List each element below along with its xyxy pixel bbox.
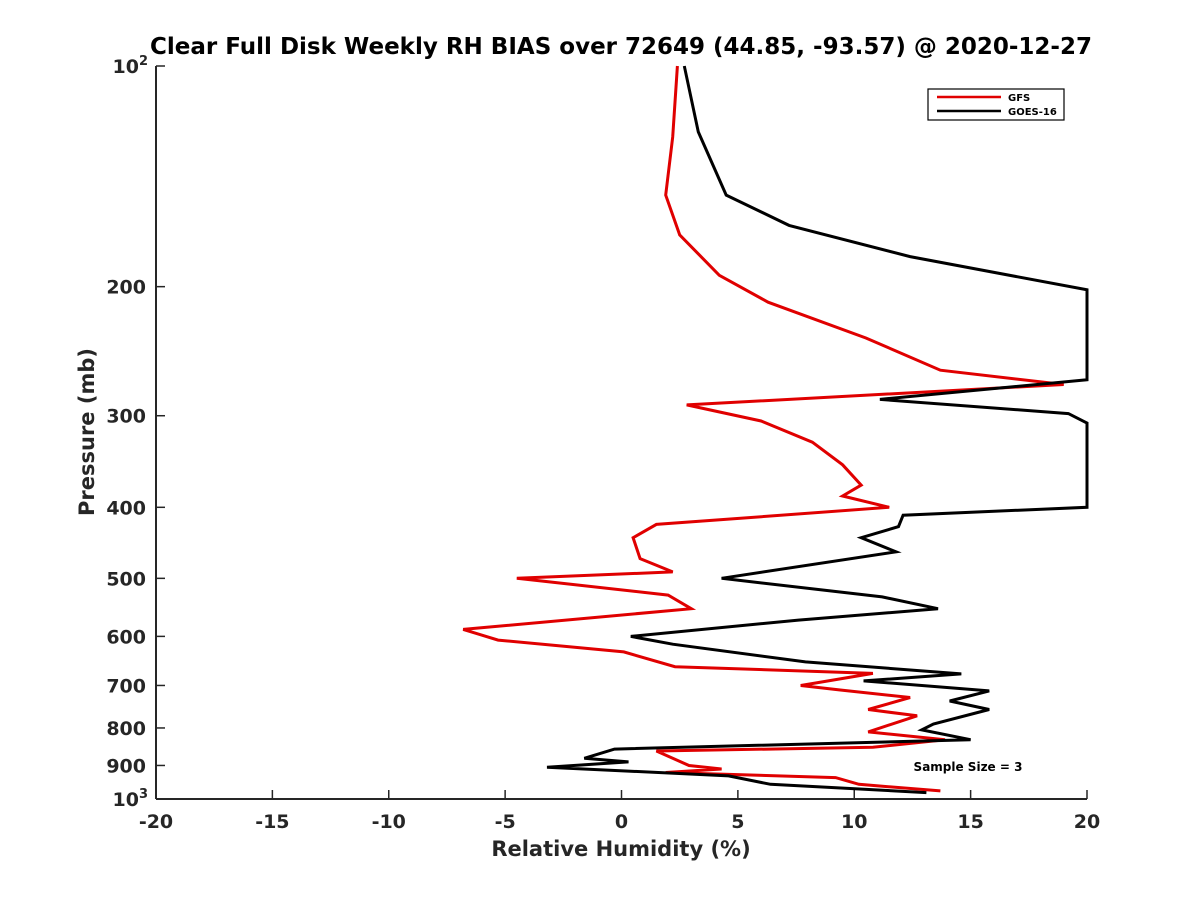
x-axis-label: Relative Humidity (%) bbox=[491, 837, 750, 861]
x-tick-label: -5 bbox=[495, 811, 516, 833]
legend-label-gfs: GFS bbox=[1008, 93, 1030, 104]
chart-title: Clear Full Disk Weekly RH BIAS over 7264… bbox=[150, 34, 1092, 60]
x-tick-label: -20 bbox=[139, 811, 173, 833]
y-tick-exponent: 2 bbox=[139, 54, 148, 69]
y-tick-label: 300 bbox=[106, 406, 146, 428]
x-tick-label: 15 bbox=[957, 811, 983, 833]
series-line-goes-16 bbox=[546, 65, 1089, 795]
legend: GFS GOES-16 bbox=[927, 88, 1065, 121]
y-tick-label: 10 bbox=[113, 56, 139, 78]
y-tick-label: 500 bbox=[106, 568, 146, 590]
y-tick-label: 600 bbox=[106, 626, 146, 648]
y-axis-label: Pressure (mb) bbox=[75, 348, 99, 516]
sample-size-annotation: Sample Size = 3 bbox=[914, 760, 1023, 774]
x-tick-label: -15 bbox=[255, 811, 289, 833]
x-tick-label: 0 bbox=[615, 811, 628, 833]
legend-box bbox=[927, 88, 1065, 121]
x-tick-label: -10 bbox=[372, 811, 406, 833]
y-tick-label: 10 bbox=[113, 789, 139, 811]
legend-label-goes-16: GOES-16 bbox=[1008, 107, 1057, 118]
y-tick-label: 700 bbox=[106, 675, 146, 697]
y-tick-label: 400 bbox=[106, 497, 146, 519]
series-lines bbox=[462, 65, 1089, 795]
x-tick-label: 20 bbox=[1074, 811, 1100, 833]
y-tick-label: 800 bbox=[106, 718, 146, 740]
y-tick-exponent: 3 bbox=[139, 787, 148, 802]
series-line-gfs bbox=[462, 65, 1064, 793]
y-tick-label: 200 bbox=[106, 277, 146, 299]
y-tick-label: 900 bbox=[106, 755, 146, 777]
x-tick-label: 5 bbox=[731, 811, 744, 833]
x-axis-ticks: -20 -15 -10 -5 0 5 10 15 20 bbox=[139, 790, 1100, 833]
x-tick-label: 10 bbox=[841, 811, 867, 833]
